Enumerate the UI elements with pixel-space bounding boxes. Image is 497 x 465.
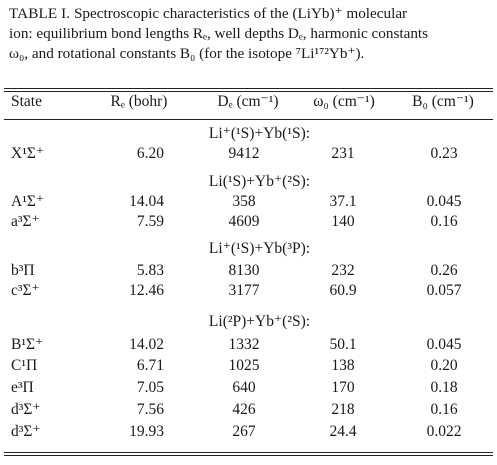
- cell-de: 1332: [228, 336, 260, 353]
- cell-state: d³Σ⁺: [11, 401, 41, 418]
- table-row: X¹Σ⁺ 6.20 9412 231 0.23: [0, 144, 497, 164]
- cell-de: 9412: [228, 145, 260, 162]
- cell-de: 4609: [228, 213, 260, 230]
- cell-re: 5.83: [136, 262, 164, 279]
- top-rule: [4, 88, 493, 89]
- asymptote-label: Li(¹S)+Yb⁺(²S):: [208, 173, 311, 190]
- cell-state: b³Π: [11, 262, 35, 279]
- header-re: Rₑ (bohr): [110, 93, 168, 110]
- cell-w0: 231: [331, 145, 355, 162]
- cell-w0: 60.9: [329, 282, 357, 299]
- cell-b0: 0.045: [426, 336, 462, 353]
- cell-b0: 0.022: [426, 423, 462, 440]
- cell-re: 6.20: [136, 145, 164, 162]
- cell-re: 7.05: [136, 379, 164, 396]
- header-b0: B₀ (cm⁻¹): [412, 93, 474, 110]
- table-row: d³Σ⁺ 7.56 426 218 0.16: [0, 400, 497, 420]
- table-row: A¹Σ⁺ 14.04 358 37.1 0.045: [0, 192, 497, 212]
- caption-line-2: ion: equilibrium bond lengths Rₑ, well d…: [9, 25, 429, 42]
- cell-b0: 0.057: [426, 282, 462, 299]
- asymptote-heading: Li(²P)+Yb⁺(²S):: [0, 312, 497, 332]
- cell-state: A¹Σ⁺: [11, 193, 45, 210]
- table-label: TABLE I.: [9, 5, 71, 22]
- cell-re: 7.59: [136, 213, 164, 230]
- bottom-rule: [4, 452, 493, 453]
- header-state: State: [11, 93, 42, 110]
- cell-b0: 0.23: [430, 145, 458, 162]
- header-w0: ω₀ (cm⁻¹): [313, 93, 375, 110]
- cell-re: 14.02: [129, 336, 164, 353]
- caption-text-1: Spectroscopic characteristics of the (Li…: [73, 5, 408, 22]
- cell-w0: 138: [331, 357, 355, 374]
- asymptote-label: Li⁺(¹S)+Yb(³P):: [208, 240, 311, 257]
- caption-line-1: TABLE I. Spectroscopic characteristics o…: [9, 4, 491, 24]
- header-rule: [4, 119, 493, 120]
- cell-state: C¹Π: [11, 357, 38, 374]
- cell-state: e³Π: [11, 379, 34, 396]
- cell-de: 640: [232, 379, 256, 396]
- cell-b0: 0.045: [426, 193, 462, 210]
- cell-w0: 50.1: [329, 336, 357, 353]
- table-row: B¹Σ⁺ 14.02 1332 50.1 0.045: [0, 335, 497, 355]
- table-row: e³Π 7.05 640 170 0.18: [0, 378, 497, 398]
- cell-de: 267: [232, 423, 256, 440]
- table-row: b³Π 5.83 8130 232 0.26: [0, 261, 497, 281]
- cell-de: 8130: [228, 262, 260, 279]
- cell-b0: 0.20: [430, 357, 458, 374]
- table-row: c³Σ⁺ 12.46 3177 60.9 0.057: [0, 281, 497, 301]
- cell-b0: 0.16: [430, 213, 458, 230]
- table-row: d³Σ⁺ 19.93 267 24.4 0.022: [0, 422, 497, 442]
- cell-re: 14.04: [129, 193, 164, 210]
- cell-state: B¹Σ⁺: [11, 336, 44, 353]
- header-de: Dₑ (cm⁻¹): [217, 93, 279, 110]
- cell-re: 6.71: [136, 357, 164, 374]
- cell-re: 7.56: [136, 401, 164, 418]
- caption-line-3: ω₀, and rotational constants B₀ (for the…: [9, 45, 365, 62]
- cell-state: a³Σ⁺: [11, 213, 40, 230]
- top-rule-second: [4, 91, 493, 92]
- table-header-row: State Rₑ (bohr) Dₑ (cm⁻¹) ω₀ (cm⁻¹) B₀ (…: [0, 92, 497, 112]
- bottom-rule-second: [4, 455, 493, 456]
- cell-state: X¹Σ⁺: [11, 145, 45, 162]
- cell-de: 1025: [228, 357, 260, 374]
- cell-b0: 0.18: [430, 379, 458, 396]
- cell-w0: 218: [331, 401, 355, 418]
- cell-w0: 140: [331, 213, 355, 230]
- table-row: C¹Π 6.71 1025 138 0.20: [0, 356, 497, 376]
- cell-w0: 170: [331, 379, 355, 396]
- cell-de: 426: [232, 401, 256, 418]
- asymptote-heading: Li⁺(¹S)+Yb(¹S):: [0, 124, 497, 144]
- cell-re: 12.46: [129, 282, 164, 299]
- cell-w0: 232: [331, 262, 355, 279]
- cell-re: 19.93: [129, 423, 164, 440]
- cell-state: c³Σ⁺: [11, 282, 40, 299]
- cell-b0: 0.16: [430, 401, 458, 418]
- asymptote-heading: Li(¹S)+Yb⁺(²S):: [0, 172, 497, 192]
- table-row: a³Σ⁺ 7.59 4609 140 0.16: [0, 212, 497, 232]
- cell-b0: 0.26: [430, 262, 458, 279]
- cell-w0: 24.4: [329, 423, 357, 440]
- cell-de: 358: [232, 193, 256, 210]
- asymptote-label: Li(²P)+Yb⁺(²S):: [208, 313, 311, 330]
- asymptote-label: Li⁺(¹S)+Yb(¹S):: [208, 125, 311, 142]
- cell-w0: 37.1: [329, 193, 357, 210]
- asymptote-heading: Li⁺(¹S)+Yb(³P):: [0, 239, 497, 259]
- table-caption: TABLE I. Spectroscopic characteristics o…: [9, 4, 491, 64]
- cell-de: 3177: [228, 282, 260, 299]
- cell-state: d³Σ⁺: [11, 423, 41, 440]
